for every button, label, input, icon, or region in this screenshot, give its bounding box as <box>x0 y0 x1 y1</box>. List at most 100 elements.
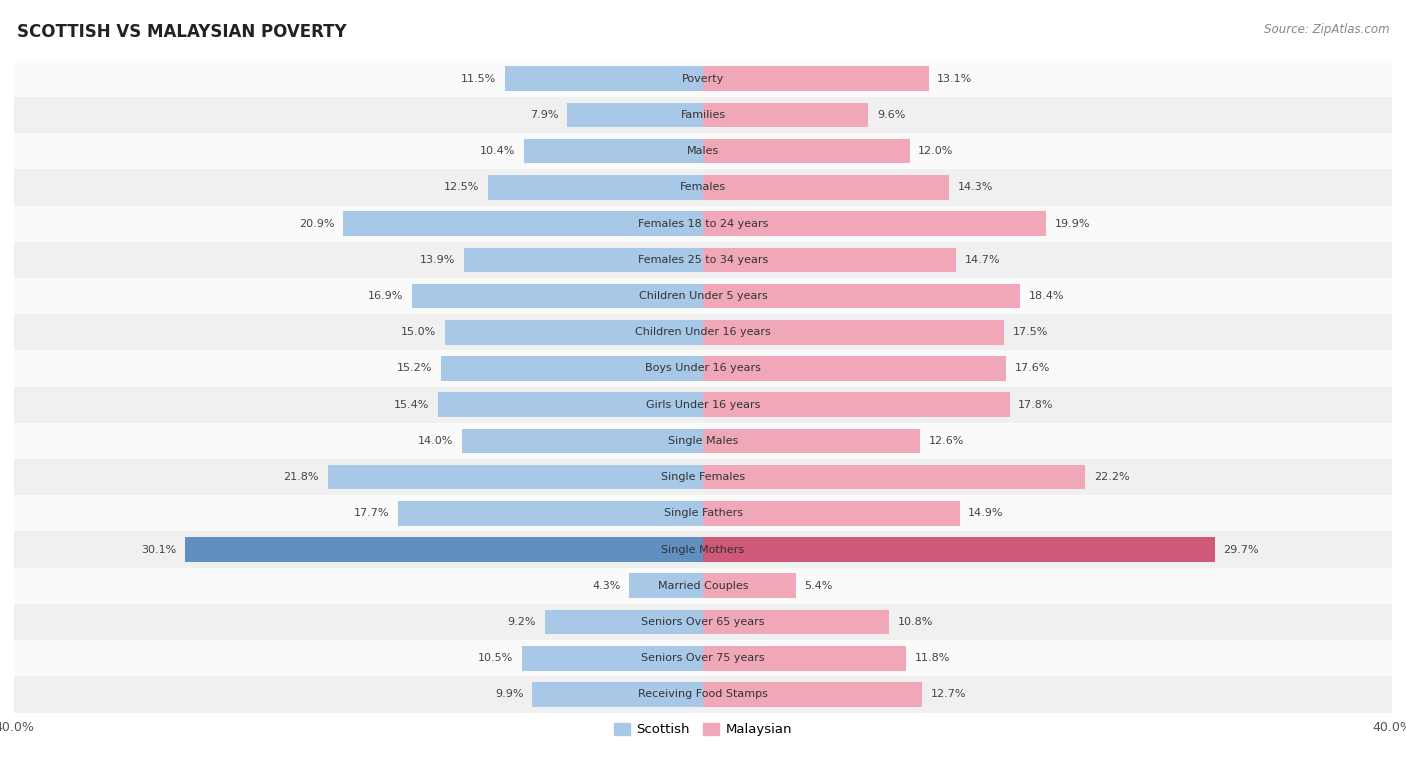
Text: Single Females: Single Females <box>661 472 745 482</box>
Bar <box>412 283 703 309</box>
Text: 11.5%: 11.5% <box>461 74 496 83</box>
Bar <box>703 283 1019 309</box>
Bar <box>703 67 928 91</box>
Text: 9.9%: 9.9% <box>495 690 524 700</box>
Bar <box>703 320 1004 345</box>
Text: 12.6%: 12.6% <box>928 436 965 446</box>
Text: 10.8%: 10.8% <box>897 617 934 627</box>
Text: 19.9%: 19.9% <box>1054 218 1090 229</box>
Text: 13.1%: 13.1% <box>938 74 973 83</box>
Text: 9.6%: 9.6% <box>877 110 905 120</box>
Bar <box>524 139 703 164</box>
Bar <box>703 465 1085 490</box>
Bar <box>14 314 1392 350</box>
Text: 17.6%: 17.6% <box>1015 364 1050 374</box>
Bar <box>14 604 1392 640</box>
Bar <box>441 356 703 381</box>
Text: 17.5%: 17.5% <box>1012 327 1049 337</box>
Bar <box>14 495 1392 531</box>
Text: Single Fathers: Single Fathers <box>664 509 742 518</box>
Bar <box>14 350 1392 387</box>
Bar <box>437 393 703 417</box>
Text: Seniors Over 65 years: Seniors Over 65 years <box>641 617 765 627</box>
Text: 7.9%: 7.9% <box>530 110 558 120</box>
Bar <box>703 393 1010 417</box>
Text: Married Couples: Married Couples <box>658 581 748 590</box>
Bar <box>703 574 796 598</box>
Text: Females 18 to 24 years: Females 18 to 24 years <box>638 218 768 229</box>
Bar <box>703 248 956 272</box>
Bar <box>488 175 703 199</box>
Text: Families: Families <box>681 110 725 120</box>
Text: 18.4%: 18.4% <box>1029 291 1064 301</box>
Text: Receiving Food Stamps: Receiving Food Stamps <box>638 690 768 700</box>
Bar <box>14 387 1392 423</box>
Bar <box>14 133 1392 169</box>
Text: 11.8%: 11.8% <box>915 653 950 663</box>
Text: 14.3%: 14.3% <box>957 183 993 193</box>
Bar <box>14 676 1392 713</box>
Bar <box>328 465 703 490</box>
Text: Females 25 to 34 years: Females 25 to 34 years <box>638 255 768 265</box>
Bar <box>505 67 703 91</box>
Text: 15.2%: 15.2% <box>398 364 433 374</box>
Bar <box>14 169 1392 205</box>
Bar <box>703 646 907 671</box>
Bar <box>14 568 1392 604</box>
Text: SCOTTISH VS MALAYSIAN POVERTY: SCOTTISH VS MALAYSIAN POVERTY <box>17 23 346 41</box>
Bar <box>703 139 910 164</box>
Text: Boys Under 16 years: Boys Under 16 years <box>645 364 761 374</box>
Bar <box>14 61 1392 97</box>
Bar <box>14 423 1392 459</box>
Bar <box>14 459 1392 495</box>
Bar <box>14 278 1392 314</box>
Bar <box>464 248 703 272</box>
Text: 10.4%: 10.4% <box>479 146 515 156</box>
Text: Poverty: Poverty <box>682 74 724 83</box>
Bar <box>703 356 1007 381</box>
Text: Females: Females <box>681 183 725 193</box>
Text: 14.7%: 14.7% <box>965 255 1000 265</box>
Bar <box>14 640 1392 676</box>
Text: 9.2%: 9.2% <box>508 617 536 627</box>
Bar <box>703 537 1215 562</box>
Bar <box>703 175 949 199</box>
Text: 15.4%: 15.4% <box>394 399 429 409</box>
Text: Children Under 5 years: Children Under 5 years <box>638 291 768 301</box>
Text: 17.8%: 17.8% <box>1018 399 1053 409</box>
Bar <box>703 682 922 706</box>
Bar <box>522 646 703 671</box>
Bar <box>703 102 869 127</box>
Bar <box>703 609 889 634</box>
Text: Single Males: Single Males <box>668 436 738 446</box>
Bar <box>703 428 920 453</box>
Bar <box>398 501 703 525</box>
Text: 5.4%: 5.4% <box>804 581 832 590</box>
Text: 16.9%: 16.9% <box>368 291 404 301</box>
Bar <box>444 320 703 345</box>
Text: 12.5%: 12.5% <box>444 183 479 193</box>
Bar <box>184 537 703 562</box>
Text: 15.0%: 15.0% <box>401 327 436 337</box>
Bar <box>703 211 1046 236</box>
Bar <box>461 428 703 453</box>
Text: 17.7%: 17.7% <box>354 509 389 518</box>
Bar <box>628 574 703 598</box>
Bar <box>544 609 703 634</box>
Text: 4.3%: 4.3% <box>592 581 620 590</box>
Text: 13.9%: 13.9% <box>419 255 456 265</box>
Bar <box>14 242 1392 278</box>
Text: Single Mothers: Single Mothers <box>661 544 745 555</box>
Text: 12.7%: 12.7% <box>931 690 966 700</box>
Text: 12.0%: 12.0% <box>918 146 953 156</box>
Bar <box>703 501 960 525</box>
Bar <box>533 682 703 706</box>
Text: Girls Under 16 years: Girls Under 16 years <box>645 399 761 409</box>
Text: Males: Males <box>688 146 718 156</box>
Text: 20.9%: 20.9% <box>299 218 335 229</box>
Legend: Scottish, Malaysian: Scottish, Malaysian <box>609 718 797 742</box>
Bar <box>343 211 703 236</box>
Bar <box>14 205 1392 242</box>
Text: 21.8%: 21.8% <box>284 472 319 482</box>
Text: Seniors Over 75 years: Seniors Over 75 years <box>641 653 765 663</box>
